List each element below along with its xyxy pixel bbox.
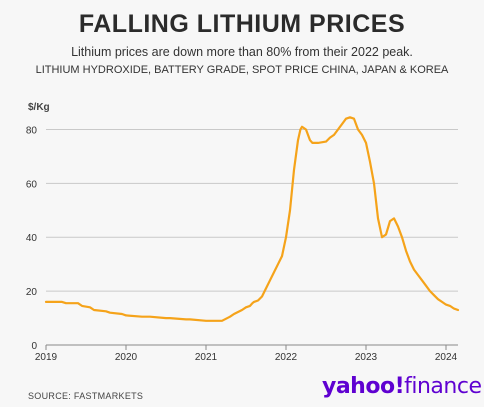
yahoo-finance-logo: yahoo!finance bbox=[322, 374, 482, 399]
logo-yahoo: yahoo! bbox=[322, 374, 405, 399]
x-tick-label: 2020 bbox=[115, 352, 138, 363]
chart-description: LITHIUM HYDROXIDE, BATTERY GRADE, SPOT P… bbox=[35, 64, 449, 76]
y-tick-label: 0 bbox=[31, 341, 37, 352]
source-note: SOURCE: FASTMARKETS bbox=[28, 391, 144, 401]
x-tick-label: 2022 bbox=[275, 352, 298, 363]
x-tick-label: 2019 bbox=[35, 352, 58, 363]
x-tick-label: 2023 bbox=[355, 352, 378, 363]
y-tick-label: 20 bbox=[26, 287, 38, 298]
y-tick-label: 40 bbox=[26, 233, 38, 244]
y-tick-label: 80 bbox=[26, 125, 38, 136]
y-axis-label: $/Kg bbox=[28, 102, 50, 113]
price-line bbox=[44, 116, 460, 322]
logo-finance: finance bbox=[404, 374, 482, 399]
x-tick-label: 2024 bbox=[435, 352, 458, 363]
chart-title: FALLING LITHIUM PRICES bbox=[78, 10, 406, 38]
x-tick-label: 2021 bbox=[195, 352, 218, 363]
y-tick-label: 60 bbox=[26, 179, 38, 190]
chart-subtitle: Lithium prices are down more than 80% fr… bbox=[71, 45, 413, 59]
